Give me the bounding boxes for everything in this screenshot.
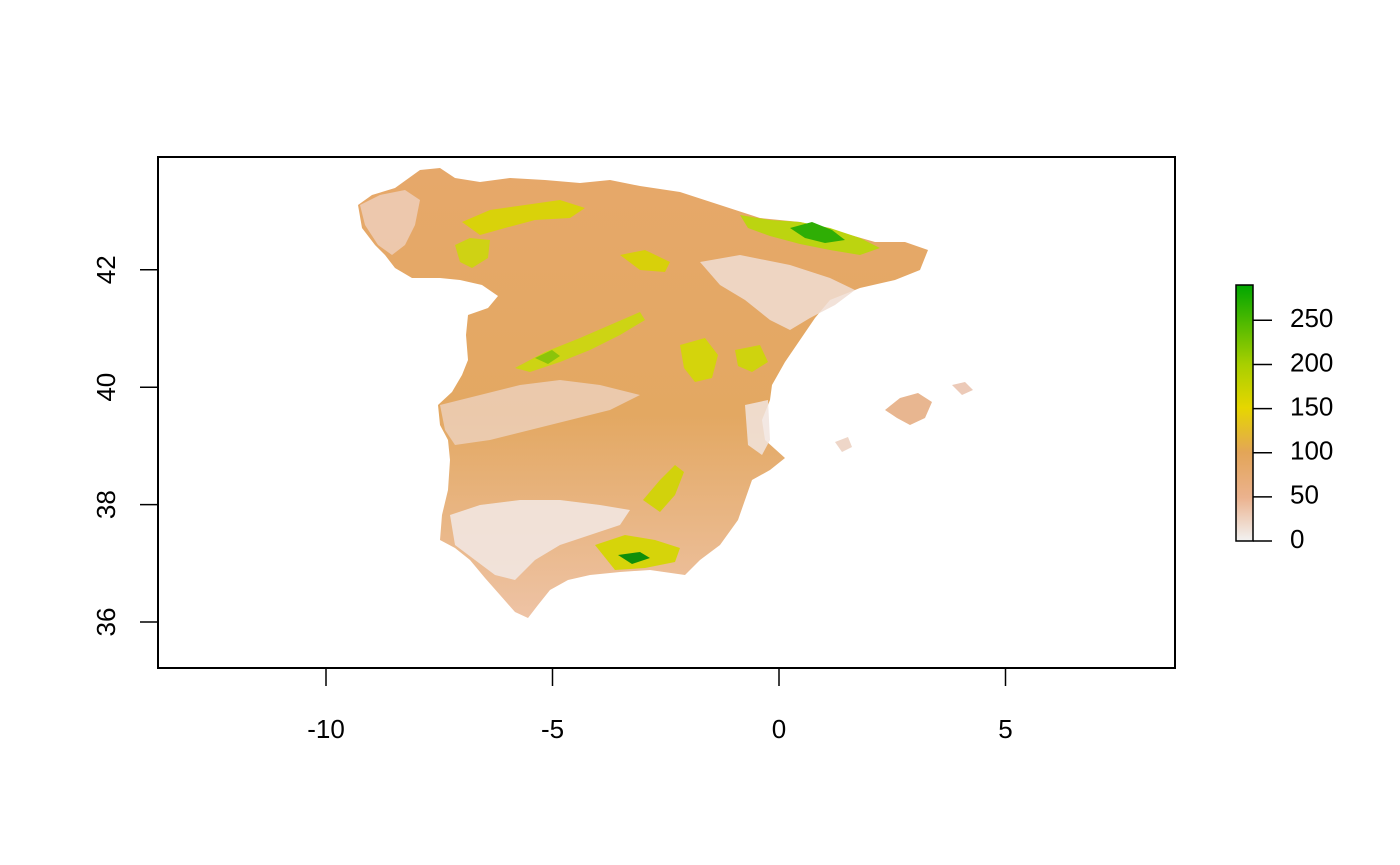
teruel-highlands [735, 345, 768, 372]
x-tick-label: -10 [307, 714, 345, 744]
leon-mountains [455, 238, 490, 268]
cuenca-highlands [680, 338, 718, 382]
y-tick-label: 42 [91, 255, 121, 284]
y-axis: 36 38 40 42 [91, 255, 159, 637]
x-tick-label: -5 [541, 714, 564, 744]
color-legend: 0 50 100 150 200 250 [1235, 284, 1333, 554]
pyrenees-high [790, 222, 845, 243]
x-axis: -10 -5 0 5 [307, 667, 1013, 744]
legend-tick-label: 100 [1290, 436, 1333, 466]
central-system-high [535, 350, 560, 364]
galicia-lowland [360, 190, 420, 255]
iberian-system [620, 250, 670, 272]
mallorca-raster [885, 393, 932, 425]
legend-tick-label: 250 [1290, 303, 1333, 333]
ebro-valley [700, 255, 855, 330]
menorca-raster [952, 382, 973, 395]
cantabrian-mountains [462, 200, 585, 235]
legend-tick-label: 50 [1290, 480, 1319, 510]
x-tick-label: 5 [998, 714, 1012, 744]
legend-ticks: 0 50 100 150 200 250 [1253, 303, 1333, 554]
y-tick-label: 40 [91, 373, 121, 402]
sierra-nevada-peak [618, 552, 650, 564]
tagus-lowland [440, 380, 640, 445]
legend-tick-label: 0 [1290, 524, 1304, 554]
x-tick-label: 0 [772, 714, 786, 744]
legend-tick-label: 150 [1290, 391, 1333, 421]
y-tick-label: 36 [91, 608, 121, 637]
legend-colorbar [1235, 284, 1254, 542]
segura-sierras [643, 465, 684, 512]
valencia-coast [745, 400, 770, 455]
ibiza-raster [835, 437, 852, 452]
legend-tick-label: 200 [1290, 347, 1333, 377]
guadalquivir-valley [450, 500, 630, 580]
raster-layer [358, 168, 973, 618]
y-tick-label: 38 [91, 490, 121, 519]
